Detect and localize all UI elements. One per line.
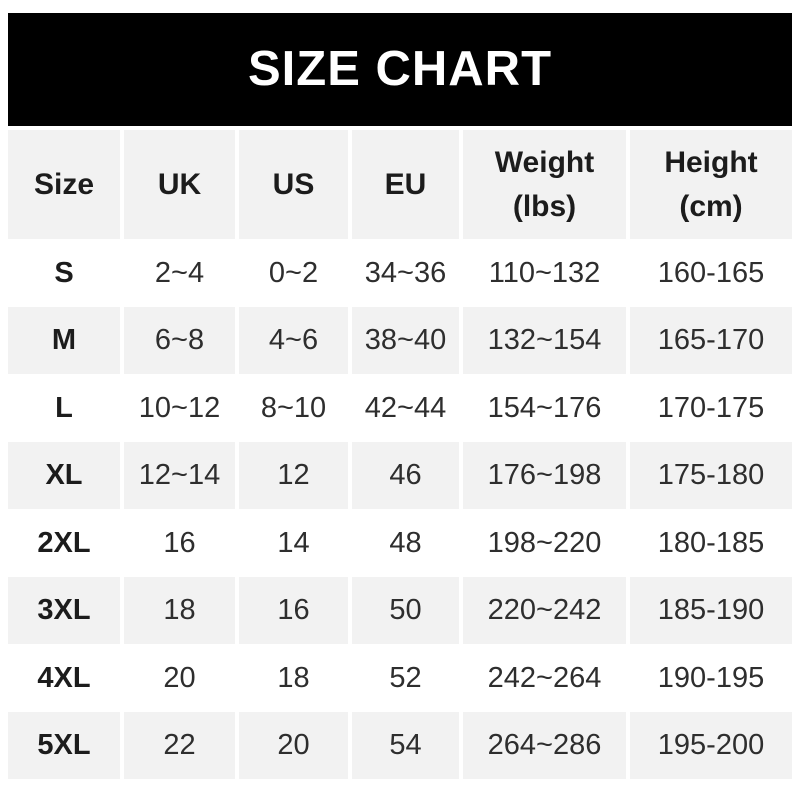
table-cell: 12 [239, 441, 348, 509]
size-cell: 5XL [8, 711, 120, 779]
table-cell: 34~36 [352, 239, 459, 307]
table-cell: 42~44 [352, 374, 459, 442]
table-cell: 22 [124, 711, 235, 779]
size-cell: 2XL [8, 509, 120, 577]
table-cell: 154~176 [463, 374, 626, 442]
table-cell: 20 [239, 711, 348, 779]
table-cell: 242~264 [463, 644, 626, 712]
size-cell: S [8, 239, 120, 307]
column-header-height: Height (cm) [630, 130, 792, 239]
table-cell: 46 [352, 441, 459, 509]
table-cell: 110~132 [463, 239, 626, 307]
table-cell: 180-185 [630, 509, 792, 577]
title-banner: SIZE CHART [8, 13, 792, 126]
column-header-uk: UK [124, 130, 235, 239]
table-cell: 16 [124, 509, 235, 577]
table-cell: 198~220 [463, 509, 626, 577]
size-chart-page: SIZE CHART Size UK US EU Weight (lbs) He… [8, 13, 792, 779]
table-cell: 185-190 [630, 576, 792, 644]
table-cell: 18 [124, 576, 235, 644]
table-cell: 20 [124, 644, 235, 712]
column-header-size: Size [8, 130, 120, 239]
column-header-eu: EU [352, 130, 459, 239]
page-title: SIZE CHART [248, 42, 552, 96]
table-cell: 48 [352, 509, 459, 577]
table-cell: 170-175 [630, 374, 792, 442]
size-cell: XL [8, 441, 120, 509]
table-cell: 0~2 [239, 239, 348, 307]
table-cell: 10~12 [124, 374, 235, 442]
table-cell: 38~40 [352, 306, 459, 374]
table-cell: 220~242 [463, 576, 626, 644]
table-cell: 176~198 [463, 441, 626, 509]
table-cell: 16 [239, 576, 348, 644]
table-cell: 264~286 [463, 711, 626, 779]
size-cell: 4XL [8, 644, 120, 712]
size-cell: 3XL [8, 576, 120, 644]
column-header-weight: Weight (lbs) [463, 130, 626, 239]
size-cell: L [8, 374, 120, 442]
table-cell: 6~8 [124, 306, 235, 374]
table-cell: 12~14 [124, 441, 235, 509]
table-cell: 2~4 [124, 239, 235, 307]
table-cell: 54 [352, 711, 459, 779]
table-cell: 165-170 [630, 306, 792, 374]
table-cell: 14 [239, 509, 348, 577]
table-cell: 52 [352, 644, 459, 712]
table-cell: 160-165 [630, 239, 792, 307]
table-cell: 132~154 [463, 306, 626, 374]
size-table: Size UK US EU Weight (lbs) Height (cm) S… [8, 130, 792, 779]
table-cell: 175-180 [630, 441, 792, 509]
table-cell: 8~10 [239, 374, 348, 442]
table-cell: 18 [239, 644, 348, 712]
table-cell: 190-195 [630, 644, 792, 712]
table-cell: 4~6 [239, 306, 348, 374]
column-header-us: US [239, 130, 348, 239]
table-cell: 50 [352, 576, 459, 644]
size-cell: M [8, 306, 120, 374]
table-cell: 195-200 [630, 711, 792, 779]
